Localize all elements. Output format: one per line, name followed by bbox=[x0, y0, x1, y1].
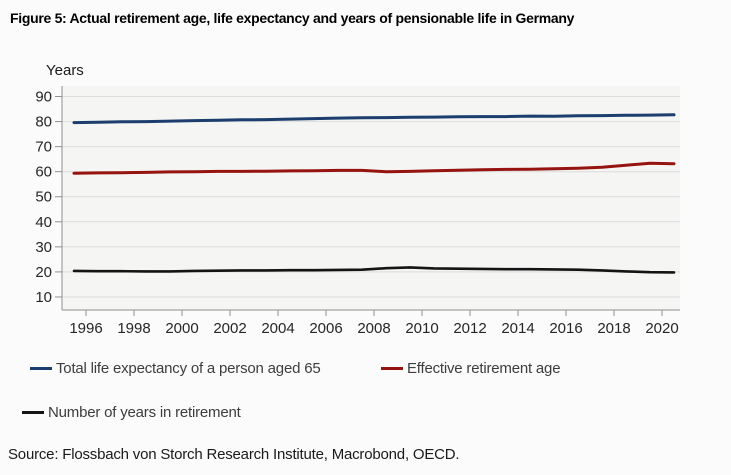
y-axis-title: Years bbox=[46, 62, 84, 79]
y-tick-label: 60 bbox=[35, 164, 52, 181]
x-tick-label: 2008 bbox=[357, 320, 390, 337]
y-tick-label: 90 bbox=[35, 89, 52, 106]
x-tick-label: 2014 bbox=[501, 320, 534, 337]
series-line bbox=[72, 113, 676, 125]
line-chart-canvas: 10 20 30 40 50 60 70 80 90 1996 1998 2000 2002 2004 20… bbox=[35, 86, 680, 337]
plot-panel bbox=[62, 86, 680, 310]
x-tick-label: 1996 bbox=[69, 320, 102, 337]
legend-item: Total life expectancy of a person aged 6… bbox=[30, 360, 321, 377]
x-tick-label: 2006 bbox=[309, 320, 342, 337]
series-line bbox=[72, 161, 676, 175]
figure-title: Figure 5: Actual retirement age, life ex… bbox=[10, 10, 575, 26]
source-note: Source: Flossbach von Storch Research In… bbox=[8, 446, 460, 463]
legend-line-swatch-black bbox=[22, 411, 44, 414]
x-tick-label: 2020 bbox=[645, 320, 678, 337]
x-tick-label: 2010 bbox=[405, 320, 438, 337]
x-tick-label: 1998 bbox=[117, 320, 150, 337]
legend-item: Number of years in retirement bbox=[22, 404, 241, 421]
legend-line-swatch-blue bbox=[30, 367, 52, 370]
legend-label: Effective retirement age bbox=[407, 360, 561, 377]
y-tick-label: 20 bbox=[35, 264, 52, 281]
x-tick-label: 2012 bbox=[453, 320, 486, 337]
x-tick-label: 2002 bbox=[213, 320, 246, 337]
legend-line-swatch-red bbox=[381, 367, 403, 370]
x-tick-label: 2016 bbox=[549, 320, 582, 337]
x-tick-label: 2004 bbox=[261, 320, 294, 337]
y-tick-label: 10 bbox=[35, 289, 52, 306]
y-tick-label: 40 bbox=[35, 214, 52, 231]
legend-label: Total life expectancy of a person aged 6… bbox=[56, 360, 321, 377]
x-tick-label: 2000 bbox=[165, 320, 198, 337]
legend-label: Number of years in retirement bbox=[48, 404, 241, 421]
y-tick-label: 30 bbox=[35, 239, 52, 256]
x-tick-label: 2018 bbox=[597, 320, 630, 337]
y-tick-label: 70 bbox=[35, 139, 52, 156]
legend-item: Effective retirement age bbox=[381, 360, 561, 377]
y-tick-label: 80 bbox=[35, 114, 52, 131]
series-line bbox=[72, 266, 676, 274]
y-tick-label: 50 bbox=[35, 189, 52, 206]
